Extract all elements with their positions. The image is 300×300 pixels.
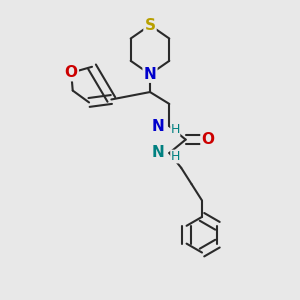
Text: N: N [152,146,164,160]
Text: H: H [171,150,180,163]
Text: H: H [171,123,180,136]
Text: N: N [144,67,156,82]
Text: O: O [202,132,214,147]
Text: N: N [152,119,164,134]
Text: O: O [65,65,78,80]
Text: S: S [145,18,155,33]
